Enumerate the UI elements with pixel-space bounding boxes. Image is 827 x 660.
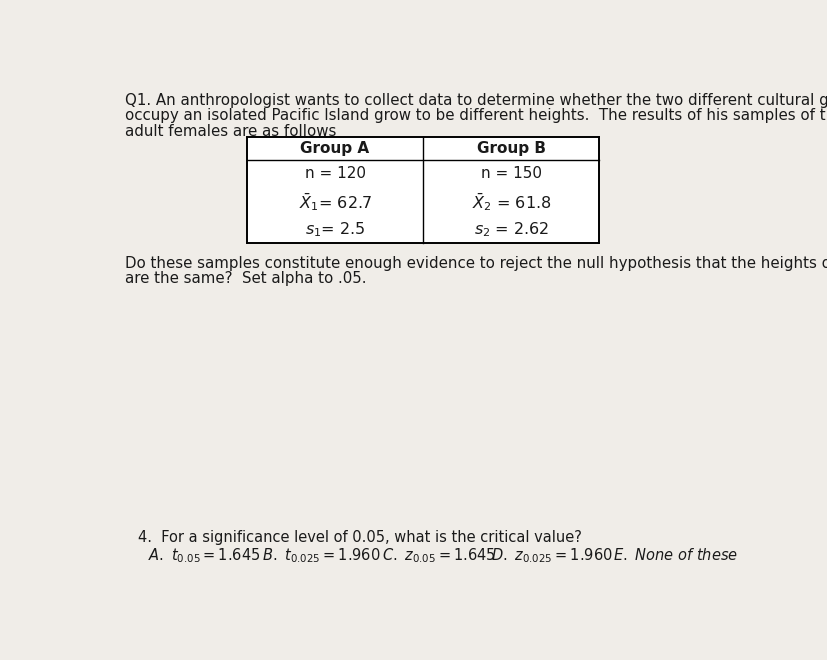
Text: Do these samples constitute enough evidence to reject the null hypothesis that t: Do these samples constitute enough evide… (125, 255, 827, 271)
Text: n = 120: n = 120 (304, 166, 365, 182)
Text: Group B: Group B (476, 141, 545, 156)
Text: adult females are as follows: adult females are as follows (125, 124, 336, 139)
Text: $\bar{X}_1$= 62.7: $\bar{X}_1$= 62.7 (299, 191, 371, 213)
Text: Group A: Group A (300, 141, 369, 156)
Text: n = 150: n = 150 (480, 166, 541, 182)
Text: $s_2$ = 2.62: $s_2$ = 2.62 (473, 220, 548, 239)
Text: Q1. An anthropologist wants to collect data to determine whether the two differe: Q1. An anthropologist wants to collect d… (125, 93, 827, 108)
Bar (246, 137, 599, 244)
Text: $D.\ z_{0.025} = 1.960$: $D.\ z_{0.025} = 1.960$ (490, 546, 612, 565)
Text: $C.\ z_{0.05} = 1.645$: $C.\ z_{0.05} = 1.645$ (382, 546, 496, 565)
Text: occupy an isolated Pacific Island grow to be different heights.  The results of : occupy an isolated Pacific Island grow t… (125, 108, 827, 123)
Text: $\bar{X}_2$ = 61.8: $\bar{X}_2$ = 61.8 (471, 191, 550, 213)
Text: 4.  For a significance level of 0.05, what is the critical value?: 4. For a significance level of 0.05, wha… (138, 529, 581, 544)
Text: $B.\ t_{0.025} = 1.960$: $B.\ t_{0.025} = 1.960$ (262, 546, 380, 565)
Text: are the same?  Set alpha to .05.: are the same? Set alpha to .05. (125, 271, 366, 286)
Text: $s_1$= 2.5: $s_1$= 2.5 (304, 220, 365, 239)
Text: $E.\ \mathit{None\ of\ these}$: $E.\ \mathit{None\ of\ these}$ (613, 546, 738, 562)
Text: $A.\ t_{0.05} = 1.645$: $A.\ t_{0.05} = 1.645$ (148, 546, 261, 565)
